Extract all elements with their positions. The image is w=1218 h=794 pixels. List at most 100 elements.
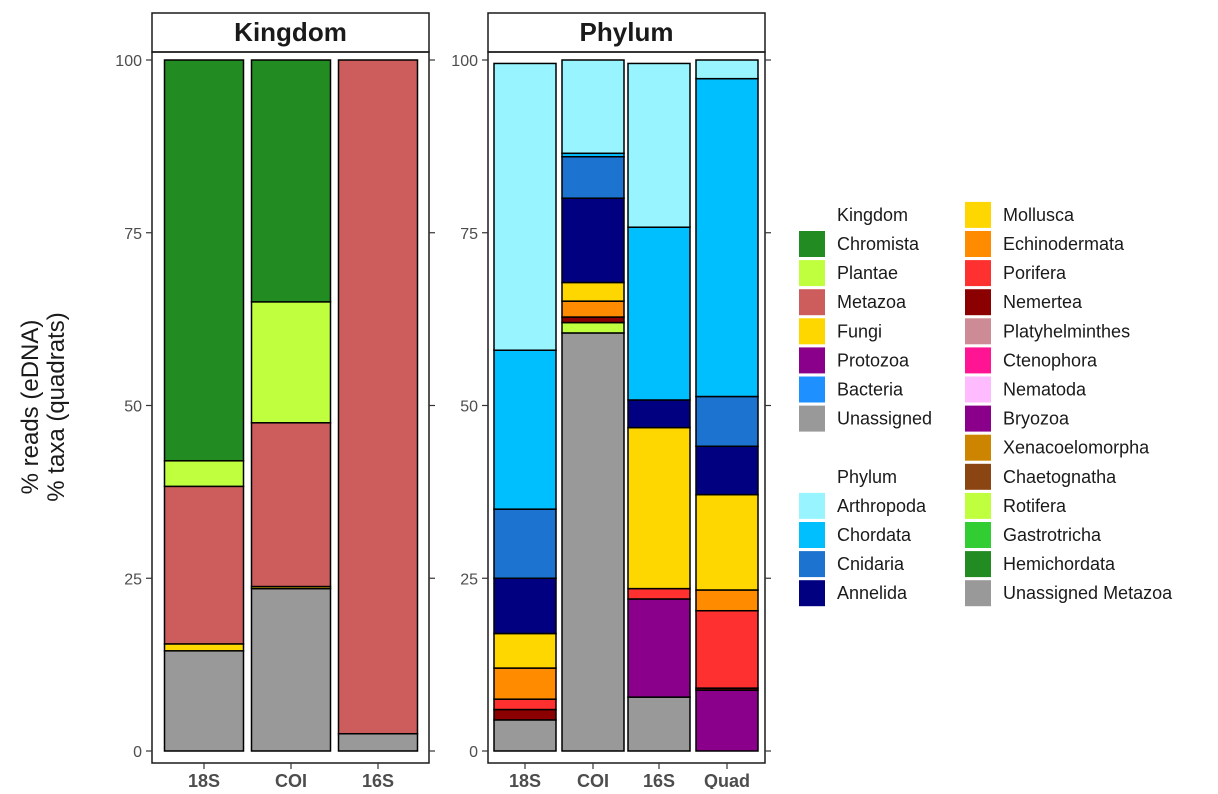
legend-title-phylum: Phylum bbox=[837, 467, 897, 487]
bar-segment-kingdom-18s-unassigned bbox=[163, 650, 245, 752]
facet-strip-label-phylum: Phylum bbox=[580, 17, 674, 47]
legend-label-rotifera: Rotifera bbox=[1003, 496, 1067, 516]
legend-key-nematoda bbox=[965, 376, 991, 403]
x-tick-label: 18S bbox=[509, 771, 541, 789]
legend-label-chordata: Chordata bbox=[837, 525, 912, 545]
bar-segment-phylum-coi-rotifera bbox=[561, 321, 625, 334]
bar-segment-kingdom-18s-plantae bbox=[163, 460, 245, 488]
bar-segment-phylum-quad-porifera bbox=[695, 609, 759, 689]
bar-segment-phylum-coi-nemertea bbox=[561, 316, 625, 324]
legend-key-chaetognatha bbox=[965, 463, 991, 490]
legend-title-kingdom: Kingdom bbox=[837, 205, 908, 225]
bar-segment-phylum-18s-mollusca bbox=[493, 632, 557, 669]
y-tick-label: 25 bbox=[460, 571, 478, 588]
legend-label-protozoa: Protozoa bbox=[837, 350, 910, 370]
bar-segment-kingdom-18s-chromista bbox=[163, 59, 245, 462]
legend-label-chaetognatha: Chaetognatha bbox=[1003, 467, 1117, 487]
y-tick-label: 25 bbox=[124, 571, 142, 588]
bar-segment-kingdom-coi-metazoa bbox=[250, 422, 332, 588]
legend-label-bacteria: Bacteria bbox=[837, 380, 904, 400]
legend-key-metazoa bbox=[799, 289, 825, 316]
bar-segment-kingdom-16s-unassigned bbox=[337, 732, 419, 752]
legend-label-fungi: Fungi bbox=[837, 321, 882, 341]
legend-key-hemichordata bbox=[965, 551, 991, 578]
legend-key-mollusca bbox=[965, 201, 991, 228]
bar-segment-kingdom-18s-metazoa bbox=[163, 485, 245, 645]
legend-label-mollusca: Mollusca bbox=[1003, 205, 1075, 225]
y-axis-title-line2: % taxa (quadrats) bbox=[43, 312, 70, 501]
bar-segment-phylum-16s-unassigned-metazoa bbox=[627, 696, 691, 752]
legend-label-cnidaria: Cnidaria bbox=[837, 554, 905, 574]
legend-key-bacteria bbox=[799, 376, 825, 403]
bar-segment-phylum-18s-annelida bbox=[493, 577, 557, 635]
legend-key-echinodermata bbox=[965, 231, 991, 257]
legend-key-porifera bbox=[965, 260, 991, 287]
y-tick-label: 100 bbox=[451, 53, 478, 70]
bar-segment-phylum-16s-porifera bbox=[627, 587, 691, 600]
x-tick-label: 16S bbox=[643, 771, 675, 789]
legend-key-platyhelminthes bbox=[965, 318, 991, 345]
legend-key-protozoa bbox=[799, 347, 825, 374]
bar-segment-phylum-16s-arthropoda bbox=[627, 62, 691, 228]
bar-segment-phylum-16s-bryozoa bbox=[627, 598, 691, 698]
legend-label-unassigned: Unassigned bbox=[837, 409, 932, 429]
bar-segment-phylum-quad-cnidaria bbox=[695, 395, 759, 448]
y-tick-label: 50 bbox=[460, 399, 478, 416]
bar-segment-phylum-quad-mollusca bbox=[695, 493, 759, 591]
legend-label-nematoda: Nematoda bbox=[1003, 380, 1087, 400]
bar-segment-phylum-16s-mollusca bbox=[627, 426, 691, 590]
bar-segment-phylum-18s-unassigned-metazoa bbox=[493, 719, 557, 752]
panel-border-phylum bbox=[487, 51, 766, 764]
bar-segment-kingdom-coi-unassigned bbox=[250, 587, 332, 752]
bar-segment-phylum-18s-porifera bbox=[493, 698, 557, 711]
y-tick-label: 50 bbox=[124, 399, 142, 416]
bar-segment-phylum-18s-cnidaria bbox=[493, 508, 557, 579]
legend-label-gastrotricha: Gastrotricha bbox=[1003, 525, 1102, 545]
bar-segment-phylum-18s-chordata bbox=[493, 349, 557, 510]
bar-segment-phylum-coi-annelida bbox=[561, 197, 625, 284]
bar-segment-phylum-16s-chordata bbox=[627, 226, 691, 401]
bar-segment-phylum-coi-mollusca bbox=[561, 281, 625, 302]
legend-key-rotifera bbox=[965, 492, 991, 519]
bar-segment-phylum-quad-arthropoda bbox=[695, 59, 759, 80]
bar-segment-phylum-coi-arthropoda bbox=[561, 59, 625, 155]
legend-label-xenacoelomorpha: Xenacoelomorpha bbox=[1003, 438, 1150, 458]
legend-label-hemichordata: Hemichordata bbox=[1003, 554, 1116, 574]
x-tick-label: 16S bbox=[362, 771, 394, 789]
legend-label-bryozoa: Bryozoa bbox=[1003, 409, 1070, 429]
legend-key-bryozoa bbox=[965, 405, 991, 432]
legend-key-xenacoelomorpha bbox=[965, 434, 991, 461]
bar-segment-phylum-quad-echinodermata bbox=[695, 589, 759, 612]
legend-key-plantae bbox=[799, 260, 825, 287]
x-tick-label: 18S bbox=[188, 771, 220, 789]
y-tick-label: 0 bbox=[469, 744, 478, 761]
bar-segment-kingdom-coi-chromista bbox=[250, 59, 332, 303]
facet-strip-label-kingdom: Kingdom bbox=[234, 17, 347, 47]
legend-key-fungi bbox=[799, 318, 825, 345]
facet-strip-kingdom bbox=[151, 12, 430, 53]
legend-key-unassigned-metazoa bbox=[965, 580, 991, 607]
x-tick-label: Quad bbox=[704, 771, 750, 789]
legend-key-annelida bbox=[799, 580, 825, 607]
legend-label-platyhelminthes: Platyhelminthes bbox=[1003, 321, 1130, 341]
legend-label-echinodermata: Echinodermata bbox=[1003, 234, 1125, 254]
legend-label-ctenophora: Ctenophora bbox=[1003, 350, 1098, 370]
legend-key-cnidaria bbox=[799, 551, 825, 578]
legend-label-porifera: Porifera bbox=[1003, 263, 1067, 283]
bar-segment-kingdom-16s-metazoa bbox=[337, 59, 419, 735]
y-tick-label: 75 bbox=[460, 226, 478, 243]
bar-segment-phylum-coi-echinodermata bbox=[561, 300, 625, 318]
legend-key-ctenophora bbox=[965, 347, 991, 374]
legend-label-chromista: Chromista bbox=[837, 234, 920, 254]
y-tick-label: 75 bbox=[124, 226, 142, 243]
bar-segment-phylum-quad-chordata bbox=[695, 77, 759, 398]
bar-segment-phylum-18s-echinodermata bbox=[493, 667, 557, 700]
legend-key-chordata bbox=[799, 522, 825, 548]
bar-segment-phylum-18s-arthropoda bbox=[493, 62, 557, 351]
legend-label-unassigned-metazoa: Unassigned Metazoa bbox=[1003, 583, 1173, 603]
bar-segment-kingdom-coi-plantae bbox=[250, 301, 332, 424]
x-tick-label: COI bbox=[577, 771, 609, 789]
bar-segment-phylum-quad-bryozoa bbox=[695, 689, 759, 752]
